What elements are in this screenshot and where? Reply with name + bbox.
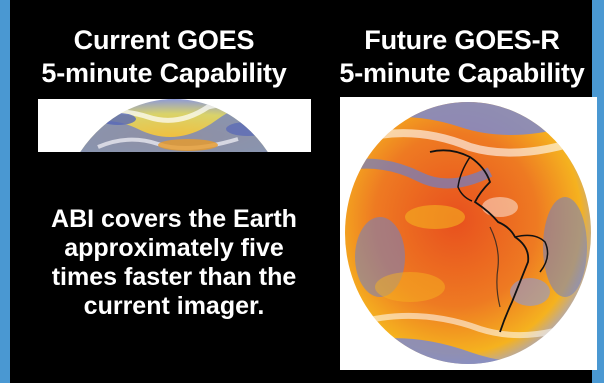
caption-line2: approximately five	[64, 234, 284, 262]
future-goes-title: Future GOES-R 5-minute Capability	[328, 24, 596, 90]
current-goes-title-line2: 5-minute Capability	[41, 58, 287, 88]
caption-line4: current imager.	[83, 292, 265, 320]
caption-line1: ABI covers the Earth	[51, 205, 297, 233]
future-goes-title-line2: 5-minute Capability	[339, 58, 585, 88]
future-full-disk-image	[340, 97, 597, 370]
current-goes-title-line1: Current GOES	[73, 25, 255, 55]
caption-line3: times faster than the	[51, 263, 297, 291]
current-coverage-image	[38, 99, 311, 152]
future-goes-title-line1: Future GOES-R	[364, 25, 560, 55]
graphic-panel: Current GOES 5-minute Capability Future …	[10, 0, 597, 383]
abi-caption: ABI covers the Earth approximately five …	[34, 205, 314, 321]
current-goes-title: Current GOES 5-minute Capability	[28, 24, 300, 90]
